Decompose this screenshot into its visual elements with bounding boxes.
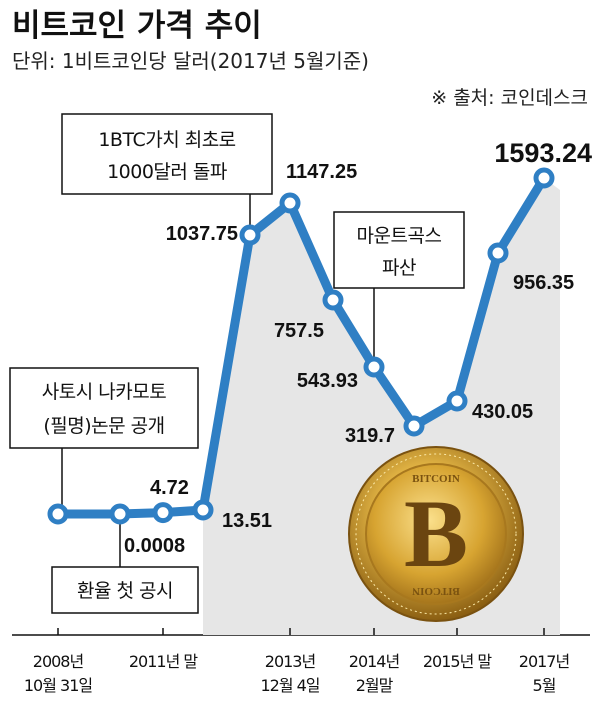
bitcoin-coin-icon: BITCOIN BITCOIN B <box>348 446 524 622</box>
coin-top-text: BITCOIN <box>412 473 460 485</box>
data-point-marker <box>239 224 261 246</box>
data-point-marker <box>487 242 509 264</box>
x-tick-layer: 2008년 10월 31일 2011년 말 2013년 12월 4일 2014년 2월말 20… <box>24 628 570 695</box>
data-point-marker <box>363 356 385 378</box>
x-tick-label: 10월 31일 <box>24 676 93 695</box>
data-point-marker <box>533 167 555 189</box>
callout-line: 파산 <box>382 257 416 279</box>
marker-layer <box>47 167 555 525</box>
callout-line: (필명)논문 공개 <box>43 415 164 437</box>
callout-mtgox: 마운트곡스 파산 <box>333 211 465 289</box>
data-point-marker <box>152 502 174 524</box>
data-point-marker <box>192 499 214 521</box>
data-point-marker <box>446 390 468 412</box>
callout-first-exchange-rate: 환율 첫 공시 <box>51 566 199 614</box>
callout-leaders <box>61 194 375 567</box>
callout-line: 마운트곡스 <box>357 225 442 247</box>
x-tick-label: 2월말 <box>356 676 394 695</box>
data-point-marker <box>403 415 425 437</box>
data-point-marker <box>279 192 301 214</box>
value-label: 430.05 <box>472 401 533 423</box>
data-point-marker <box>322 289 344 311</box>
callout-line: 사토시 나카모토 <box>42 381 166 403</box>
x-tick-label: 2015년 말 <box>423 652 493 671</box>
callout-line: 환율 첫 공시 <box>77 580 173 602</box>
value-label: 956.35 <box>513 272 574 294</box>
x-tick-label: 2017년 <box>519 652 570 671</box>
value-label-layer: 0.0008 4.72 13.51 1037.75 1147.25 757.5 543.93… <box>124 138 592 557</box>
x-tick-label: 2013년 <box>265 652 316 671</box>
value-label: 4.72 <box>150 477 189 499</box>
x-tick-label: 12월 4일 <box>260 676 319 695</box>
value-label: 1593.24 <box>494 138 592 168</box>
x-tick-label: 2008년 <box>33 652 84 671</box>
x-tick-label: 2014년 <box>349 652 400 671</box>
value-label: 1037.75 <box>166 223 238 245</box>
data-point-marker <box>109 503 131 525</box>
callout-satoshi-paper: 사토시 나카모토 (필명)논문 공개 <box>9 367 199 449</box>
callout-line: 1BTC가치 최초로 <box>98 129 235 151</box>
coin-bottom-text: BITCOIN <box>412 585 460 597</box>
x-tick-label: 5월 <box>533 676 556 695</box>
value-label: 1147.25 <box>286 161 357 183</box>
coin-symbol: B <box>404 480 468 587</box>
callout-1000-break: 1BTC가치 최초로 1000달러 돌파 <box>61 113 273 195</box>
chart-title: 비트코인 가격 추이 <box>12 8 262 44</box>
value-label: 319.7 <box>345 425 395 447</box>
value-label: 757.5 <box>274 320 324 342</box>
callout-line: 1000달러 돌파 <box>107 161 227 183</box>
x-tick-label: 2011년 말 <box>129 652 199 671</box>
source-note: ※ 출처: 코인데스크 <box>431 87 588 109</box>
data-point-marker <box>47 503 69 525</box>
value-label: 543.93 <box>297 370 358 392</box>
value-label: 13.51 <box>222 510 272 532</box>
value-label: 0.0008 <box>124 535 185 557</box>
unit-note: 단위: 1비트코인당 달러(2017년 5월기준) <box>12 49 369 73</box>
